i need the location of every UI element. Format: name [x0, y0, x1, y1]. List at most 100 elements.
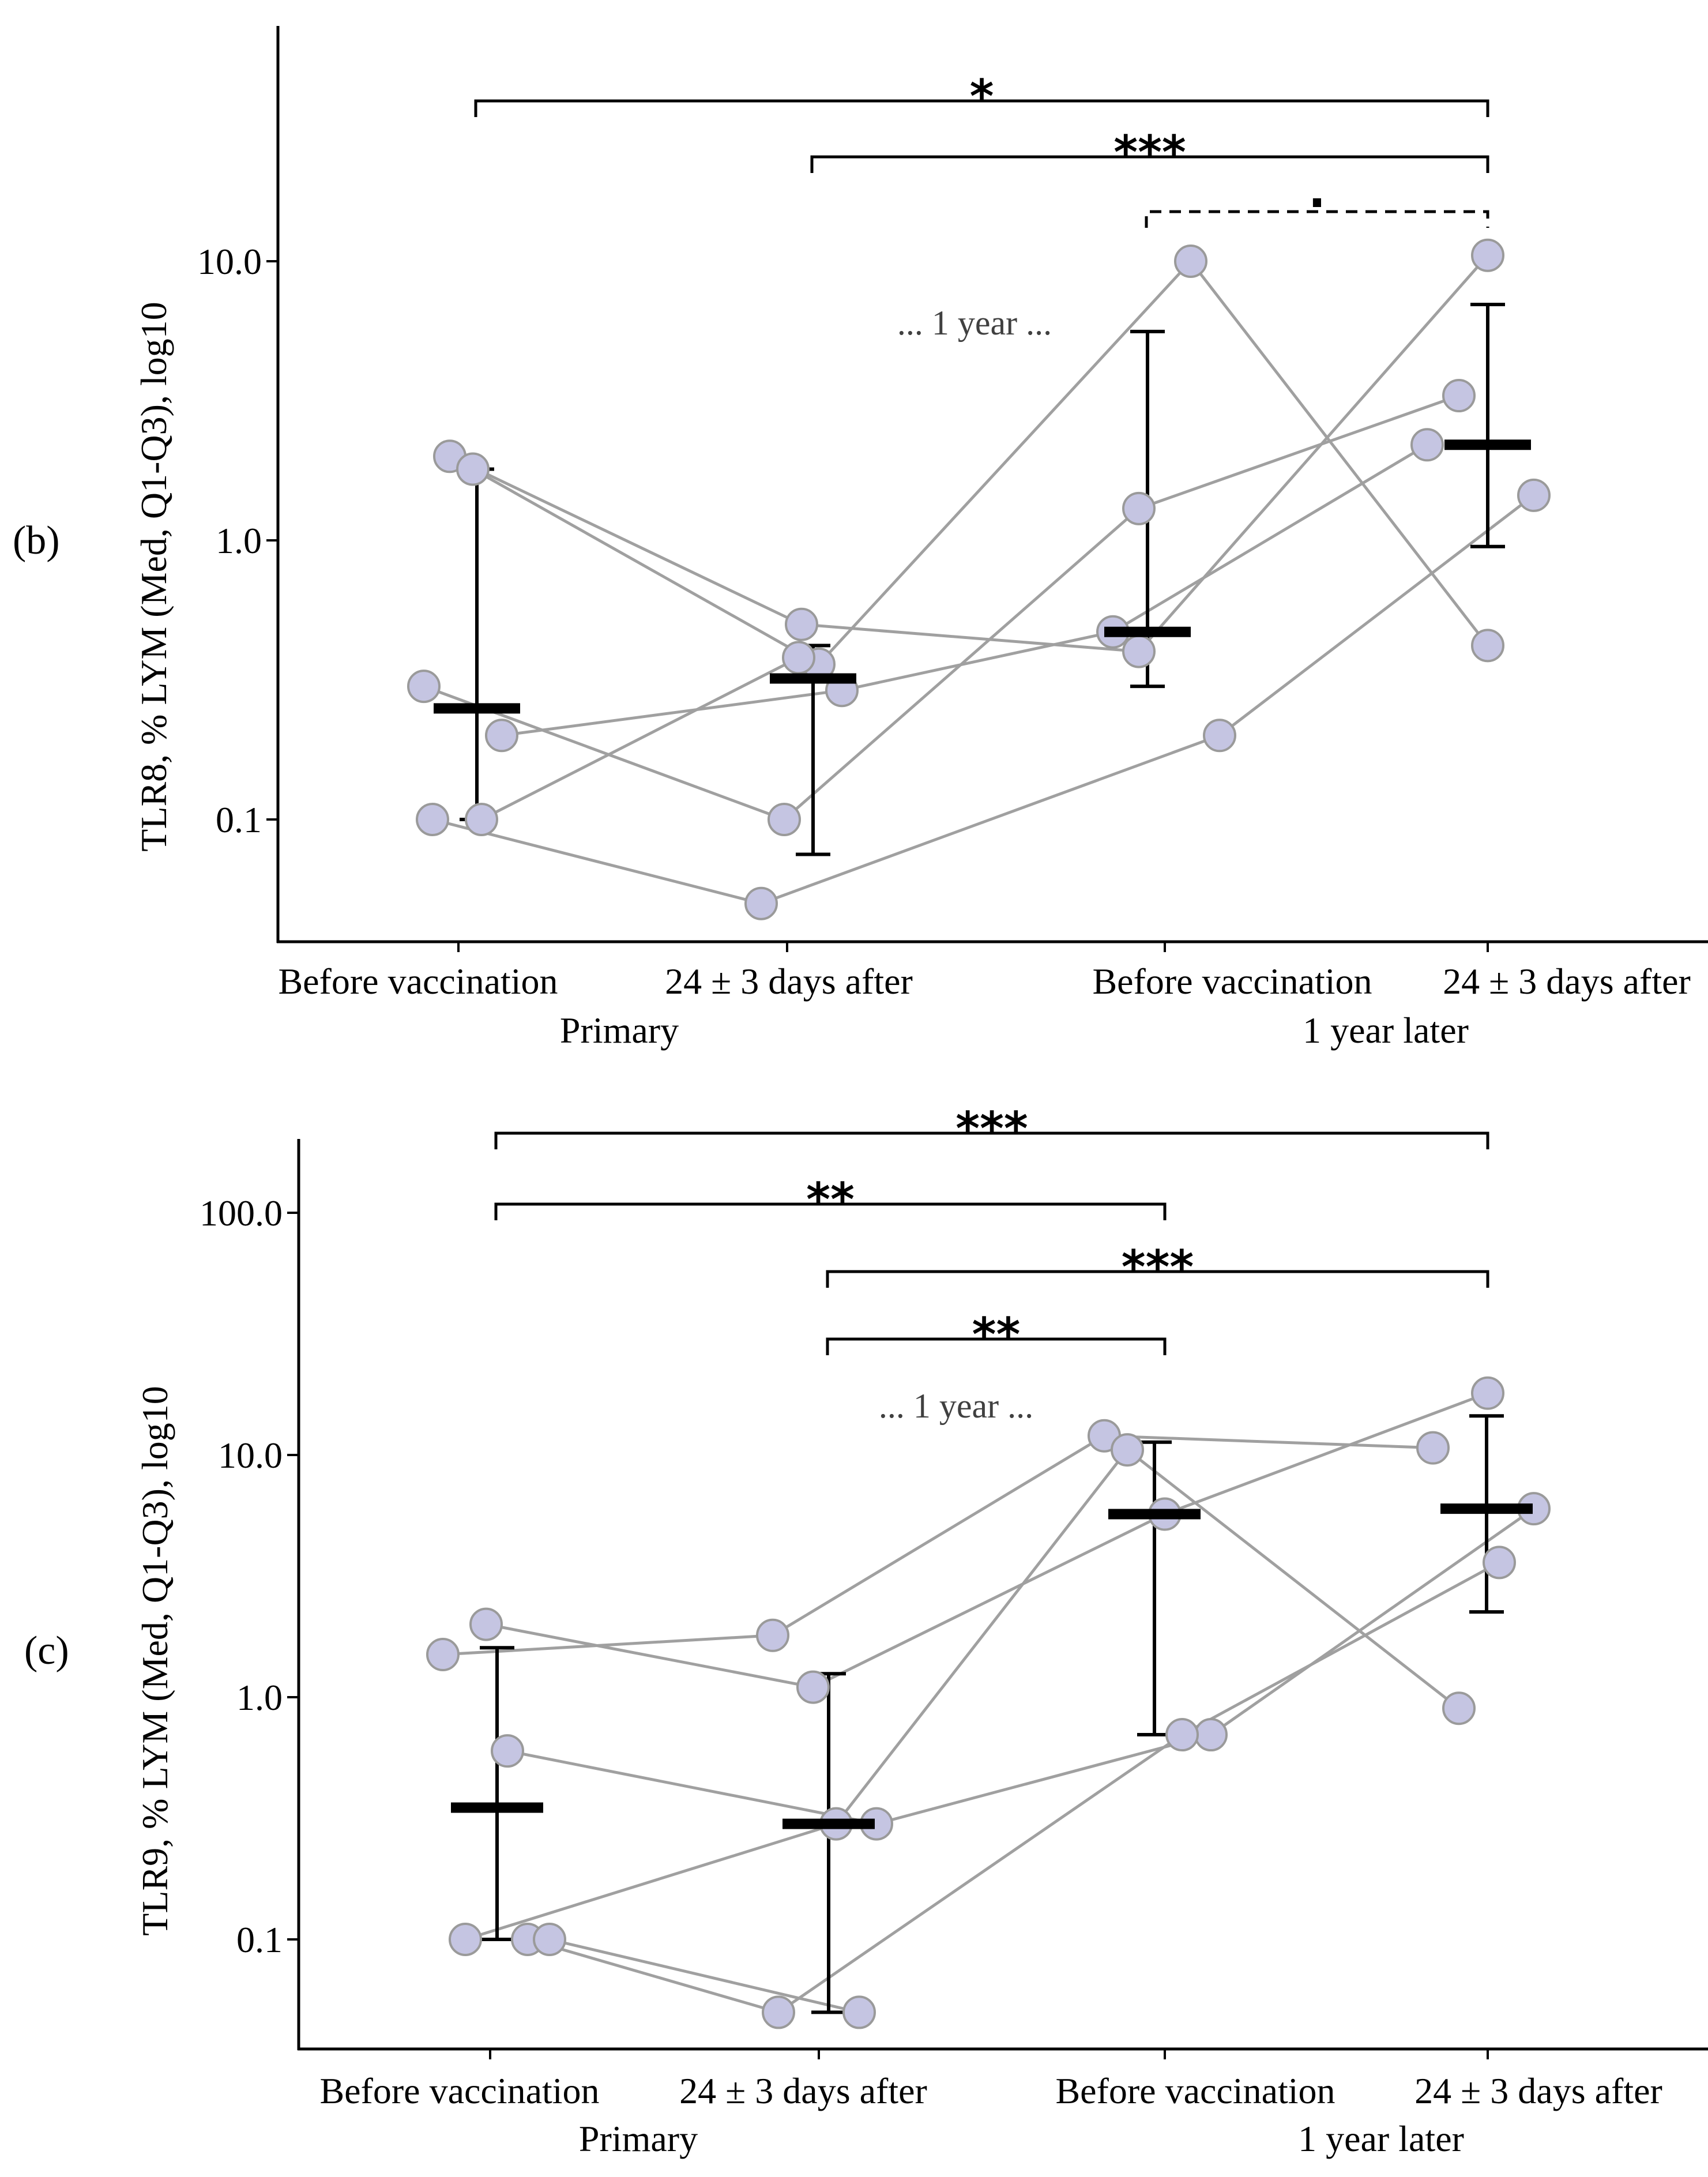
data-point	[1122, 491, 1156, 525]
significance-bracket	[826, 1337, 1167, 1355]
error-bar	[480, 1646, 514, 1941]
data-point	[756, 1618, 789, 1652]
significance-brackets: *** ** *** **	[494, 1102, 1489, 1362]
significance-label: **	[806, 1173, 855, 1227]
panel-label: (b)	[13, 518, 60, 563]
data-point	[469, 1607, 503, 1641]
significance-label: ***	[1122, 1240, 1194, 1294]
group-label: Primary	[560, 1010, 679, 1051]
data-point	[1165, 1718, 1199, 1752]
subject-line	[442, 1434, 1434, 1656]
data-point	[1442, 1691, 1476, 1725]
data-points	[426, 1376, 1551, 2029]
data-point	[1517, 478, 1551, 512]
x-ticks	[489, 2049, 1489, 2059]
x-category-labels: Before vaccination 24 ± 3 days after Bef…	[319, 2070, 1662, 2159]
significance-bracket	[474, 99, 1489, 117]
data-point	[796, 1670, 830, 1704]
subject-line	[507, 1507, 1535, 1826]
significance-label: *	[970, 70, 994, 123]
x-category-label: 24 ± 3 days after	[665, 961, 913, 1002]
subject-line	[465, 1447, 1460, 1941]
median-bars	[434, 439, 1531, 714]
data-point	[1471, 1376, 1504, 1410]
chart-panel-b: (b) TLR8, % LYM (Med, Q1-Q3), log10 0.1 …	[13, 26, 1708, 1051]
y-tick-label: 0.1	[216, 799, 262, 840]
iqr-error-bars	[480, 1414, 1504, 2014]
y-tick-label: 1.0	[236, 1677, 283, 1718]
x-category-labels: Before vaccination 24 ± 3 days after Bef…	[278, 961, 1690, 1051]
y-ticks: 0.1 1.0 10.0	[197, 241, 278, 840]
data-point	[1194, 1718, 1228, 1752]
subject-line	[486, 1392, 1488, 1689]
data-point	[1174, 245, 1207, 278]
data-point	[465, 803, 498, 836]
data-point	[785, 607, 818, 641]
iqr-error-bars	[460, 302, 1505, 856]
x-category-label: 24 ± 3 days after	[1443, 961, 1691, 1002]
data-point	[1122, 634, 1156, 668]
data-point	[1471, 629, 1504, 663]
y-tick-label: 1.0	[216, 520, 262, 561]
subject-line	[480, 656, 800, 821]
y-axis-label: TLR8, % LYM (Med, Q1-Q3), log10	[133, 302, 174, 851]
x-ticks	[457, 942, 1489, 952]
x-category-label: Before vaccination	[278, 961, 558, 1002]
significance-bracket	[826, 1270, 1489, 1288]
time-gap-note: ... 1 year ...	[897, 304, 1052, 342]
significance-label: ***	[955, 1102, 1028, 1156]
x-category-label: 24 ± 3 days after	[1414, 2070, 1662, 2111]
data-point	[1483, 1546, 1516, 1580]
significance-label: **	[972, 1308, 1021, 1362]
significance-bracket	[1145, 210, 1489, 228]
data-point	[426, 1638, 460, 1672]
group-label: Primary	[579, 2118, 698, 2159]
x-category-label: 24 ± 3 days after	[679, 2070, 927, 2111]
error-bar	[1137, 1440, 1172, 1737]
subject-line	[423, 394, 1459, 821]
subject-line	[432, 494, 1535, 905]
data-point	[782, 641, 815, 675]
significance-bracket	[494, 1202, 1167, 1220]
data-point	[407, 670, 441, 704]
x-category-label: Before vaccination	[319, 2070, 599, 2111]
subject-line	[501, 443, 1428, 737]
data-point	[491, 1734, 524, 1768]
subject-lines	[442, 1392, 1535, 2014]
data-point	[533, 1923, 566, 1956]
data-point	[456, 452, 490, 486]
data-point	[1203, 719, 1236, 753]
x-category-label: Before vaccination	[1055, 2070, 1335, 2111]
significance-label: ***	[1113, 126, 1186, 179]
y-tick-label: 10.0	[197, 241, 262, 282]
data-point	[1111, 1433, 1144, 1467]
subject-line	[449, 254, 1489, 653]
chart-panel-c: (c) TLR9, % LYM (Med, Q1-Q3), log10 0.1 …	[24, 1102, 1708, 2159]
subject-lines	[423, 254, 1535, 905]
data-point	[449, 1923, 482, 1956]
data-point	[1442, 379, 1476, 413]
subject-line	[527, 1561, 1500, 2014]
data-point	[485, 719, 518, 753]
data-point	[744, 886, 778, 920]
group-label: 1 year later	[1298, 2118, 1464, 2159]
median-bars	[451, 1503, 1533, 1829]
data-point	[416, 803, 449, 836]
x-category-label: Before vaccination	[1092, 961, 1372, 1002]
significance-brackets: * *** .	[474, 70, 1489, 228]
data-point	[1410, 428, 1444, 462]
subject-line	[549, 1938, 860, 2014]
significance-bracket	[494, 1131, 1489, 1149]
group-label: 1 year later	[1303, 1010, 1469, 1051]
y-tick-label: 0.1	[236, 1919, 283, 1960]
significance-label: .	[1308, 164, 1326, 218]
data-point	[768, 803, 801, 836]
y-ticks: 0.1 1.0 10.0 100.0	[200, 1193, 299, 1960]
data-points	[407, 238, 1551, 920]
y-tick-label: 10.0	[218, 1435, 283, 1476]
data-point	[762, 1995, 795, 2029]
error-bar	[811, 1672, 846, 2014]
error-bar	[1470, 302, 1505, 548]
y-tick-label: 100.0	[200, 1193, 283, 1234]
